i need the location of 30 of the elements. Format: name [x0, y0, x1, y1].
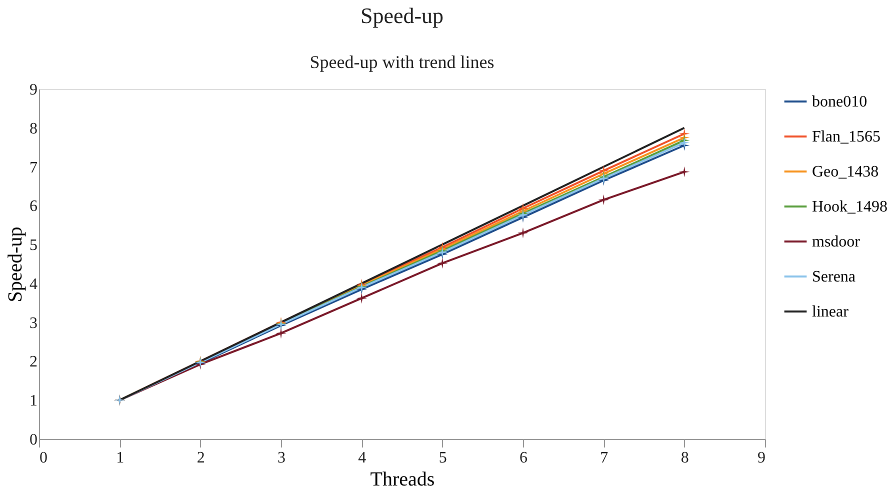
x-tick-label: 3	[278, 450, 286, 466]
chart-title: Speed-up	[360, 3, 444, 28]
y-tick-label: 4	[30, 276, 38, 293]
legend-label: Geo_1438	[812, 164, 879, 180]
legend-label: linear	[812, 304, 850, 320]
y-tick-label: 1	[30, 392, 38, 410]
y-tick-label: 7	[30, 159, 38, 176]
legend-label: Flan_1565	[812, 128, 880, 146]
y-axis-title: Speed-up	[4, 226, 26, 302]
x-tick-label: 1	[116, 450, 124, 466]
legend-label: msdoor	[812, 234, 861, 250]
x-tick-label: 8	[680, 450, 689, 466]
x-tick-label: 5	[438, 450, 447, 466]
y-tick-label: 8	[30, 120, 38, 138]
x-tick-label: 2	[196, 450, 205, 466]
chart-subtitle: Speed-up with trend lines	[310, 52, 494, 72]
x-axis-title: Threads	[370, 468, 435, 490]
y-tick-label: 0	[30, 432, 38, 448]
y-tick-label: 2	[30, 354, 38, 371]
legend-label: Serena	[812, 268, 856, 286]
y-tick-label: 3	[30, 314, 38, 332]
x-tick-label: 6	[520, 450, 528, 466]
y-tick-label: 6	[30, 198, 38, 216]
legend-label: bone010	[812, 94, 868, 110]
legend-label: Hook_1498	[812, 198, 888, 216]
x-tick-label: 9	[758, 450, 766, 466]
y-tick-label: 9	[30, 82, 38, 98]
x-tick-label: 7	[600, 450, 608, 466]
x-tick-label: 4	[358, 450, 366, 466]
y-tick-label: 5	[30, 237, 38, 254]
